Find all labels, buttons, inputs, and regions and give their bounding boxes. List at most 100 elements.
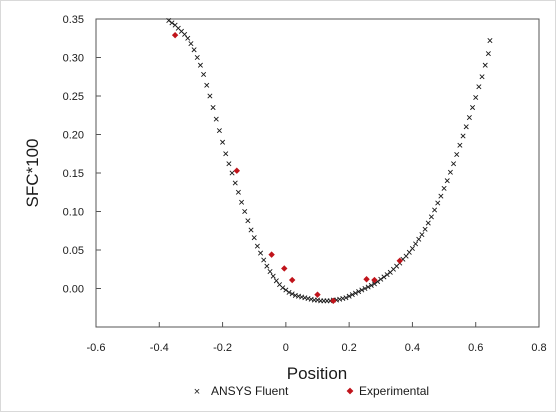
fluent-point	[435, 200, 441, 206]
fluent-point	[349, 292, 355, 298]
y-tick-label: 0.05	[63, 245, 84, 257]
experimental-point	[171, 31, 179, 39]
fluent-point	[470, 105, 476, 111]
fluent-point	[441, 185, 447, 191]
fluent-point	[242, 208, 248, 215]
fluent-point	[454, 152, 460, 158]
fluent-point	[185, 35, 191, 41]
fluent-point	[305, 295, 311, 302]
fluent-point	[365, 284, 371, 290]
fluent-point	[308, 296, 314, 302]
fluent-point	[182, 31, 188, 37]
fluent-point	[210, 105, 216, 111]
fluent-point	[261, 257, 267, 263]
fluent-point	[473, 95, 479, 101]
y-tick-label: 0.30	[63, 53, 84, 65]
fluent-point	[207, 93, 213, 99]
fluent-point	[476, 84, 482, 90]
fluent-point	[432, 207, 438, 213]
x-tick-label: -0.2	[213, 342, 232, 354]
legend-label-experimental: Experimental	[359, 384, 429, 398]
fluent-point	[226, 161, 232, 167]
y-tick-label: 0.20	[63, 130, 84, 142]
fluent-point	[251, 235, 257, 241]
experimental-point	[330, 297, 337, 305]
chart-marks	[166, 18, 493, 305]
fluent-point	[428, 214, 434, 220]
fluent-point	[371, 281, 377, 287]
fluent-point	[416, 236, 422, 242]
fluent-point	[466, 115, 472, 121]
fluent-point	[197, 62, 203, 68]
fluent-point	[286, 289, 292, 295]
fluent-point	[194, 54, 200, 61]
fluent-point	[299, 294, 305, 300]
x-axis-label: Position	[287, 364, 347, 383]
fluent-point	[362, 285, 368, 292]
fluent-point	[368, 282, 374, 288]
y-tick-label: 0.25	[63, 91, 84, 103]
fluent-point	[213, 116, 219, 122]
x-tick-label: -0.6	[87, 342, 106, 354]
legend-marker-experimental	[346, 387, 354, 395]
fluent-point	[422, 226, 428, 232]
fluent-point	[451, 161, 457, 167]
fluent-point	[460, 133, 466, 139]
legend-marker-fluent: ×	[194, 386, 200, 398]
y-tick-label: 0.35	[63, 14, 84, 26]
fluent-point	[346, 293, 352, 299]
x-tick-label: 0	[283, 342, 289, 354]
fluent-point	[232, 180, 238, 186]
experimental-point	[396, 257, 403, 264]
fluent-point	[264, 263, 270, 269]
fluent-point	[381, 274, 387, 280]
experimental-point	[281, 265, 288, 272]
fluent-point	[463, 124, 469, 130]
fluent-point	[267, 269, 273, 275]
fluent-point	[479, 74, 485, 80]
chart-axes: -0.6 -0.4 -0.2 0 0.2 0.4 0.6 0.8 0.00 0.05 0.10 0.1…	[63, 14, 547, 354]
x-tick-label: -0.4	[150, 342, 169, 354]
fluent-point	[239, 199, 245, 205]
fluent-point	[447, 169, 453, 175]
fluent-point	[413, 241, 419, 247]
fluent-point	[166, 18, 172, 24]
y-tick-label: 0.00	[63, 284, 84, 296]
x-tick-label: 0.8	[531, 342, 546, 354]
fluent-point	[314, 297, 321, 303]
fluent-point	[204, 82, 210, 88]
fluent-point	[457, 142, 463, 148]
fluent-point	[289, 291, 295, 297]
fluent-point	[248, 227, 254, 233]
fluent-point	[223, 151, 229, 157]
fluent-point	[235, 189, 241, 195]
fluent-point	[273, 278, 279, 284]
y-tick-label: 0.10	[63, 207, 84, 219]
fluent-point	[409, 245, 415, 251]
fluent-point	[406, 249, 412, 255]
experimental-point	[314, 291, 321, 298]
fluent-point	[280, 285, 286, 291]
experimental-point	[233, 167, 241, 174]
chart-legend: × ANSYS Fluent Experimental	[194, 384, 429, 398]
fluent-point	[169, 20, 175, 26]
fluent-point	[384, 272, 390, 278]
fluent-point	[337, 296, 343, 302]
x-tick-label: 0.4	[405, 342, 420, 354]
fluent-point	[352, 290, 358, 296]
legend-label-fluent: ANSYS Fluent	[211, 384, 289, 398]
fluent-point	[229, 170, 235, 176]
fluent-point	[343, 295, 349, 301]
experimental-point	[268, 251, 275, 258]
fluent-point	[188, 41, 194, 47]
fluent-point	[302, 295, 308, 301]
experimental-point	[288, 276, 296, 284]
fluent-point	[216, 128, 222, 134]
fluent-point	[220, 139, 226, 145]
fluent-point	[438, 193, 444, 199]
fluent-point	[487, 38, 493, 44]
fluent-point	[485, 51, 491, 57]
fluent-point	[340, 295, 346, 302]
fluent-point	[482, 62, 488, 68]
